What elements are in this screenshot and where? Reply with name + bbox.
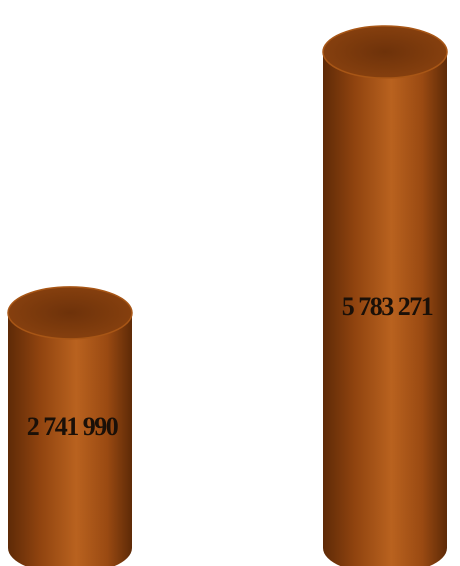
bar-value-label: 5 783 271 xyxy=(342,292,433,321)
bar-body xyxy=(8,312,132,566)
bar-1: 2 741 990 xyxy=(7,286,133,566)
bar-top xyxy=(322,25,448,79)
bar-2: 5 783 271 xyxy=(322,25,448,566)
bar-value-label: 2 741 990 xyxy=(27,412,119,441)
bar-body xyxy=(323,52,447,566)
bar-top xyxy=(7,286,133,340)
